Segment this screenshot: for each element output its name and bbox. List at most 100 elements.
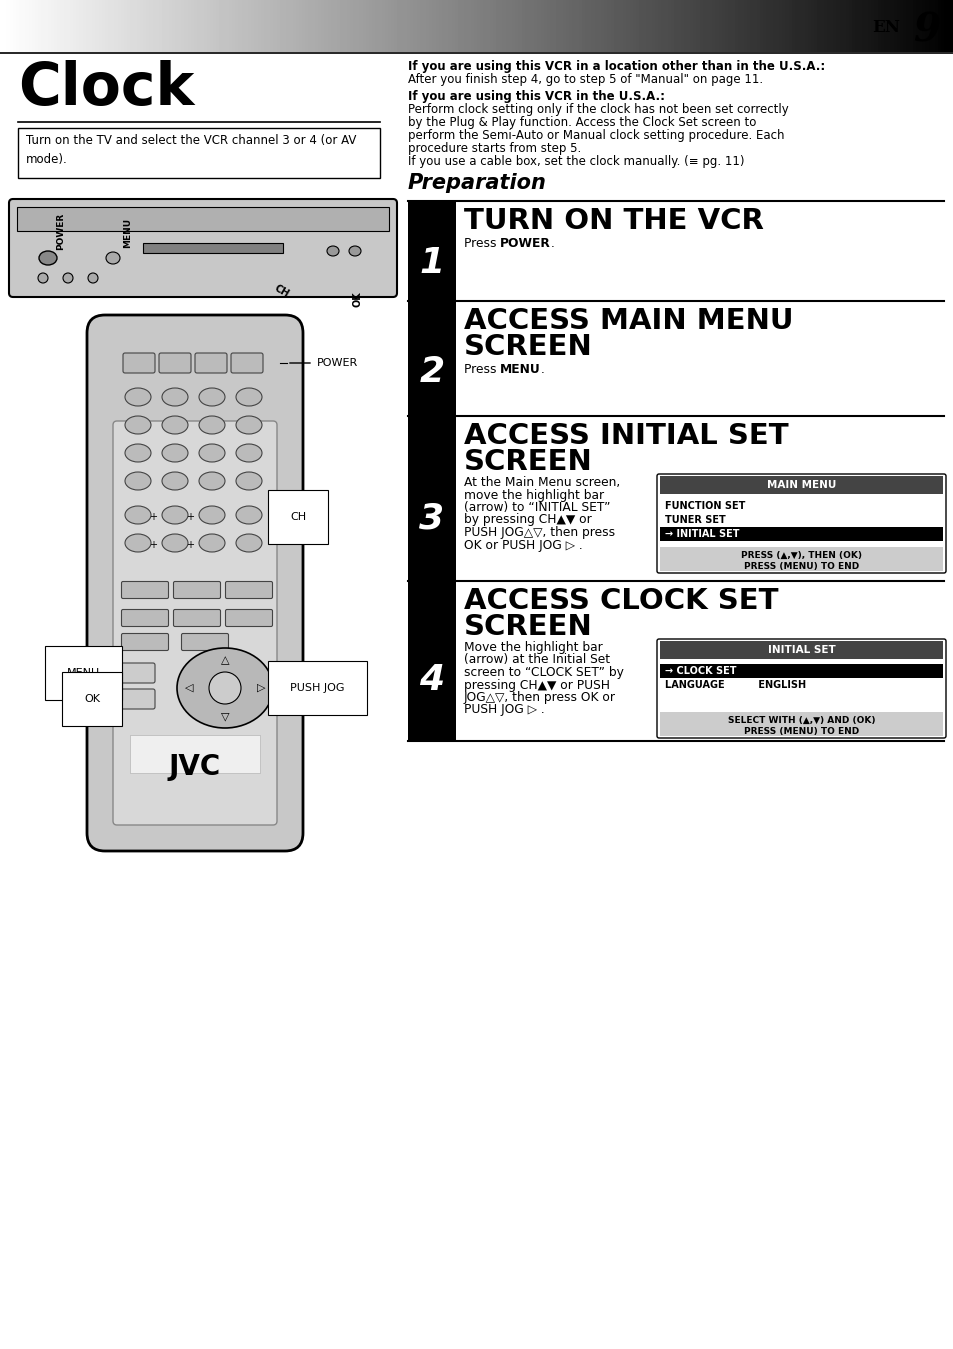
Bar [408, 301, 456, 415]
Text: SCREEN: SCREEN [463, 612, 592, 641]
Text: PUSH JOG: PUSH JOG [290, 683, 344, 693]
FancyBboxPatch shape [657, 639, 945, 738]
Ellipse shape [162, 506, 188, 523]
FancyBboxPatch shape [159, 353, 191, 374]
Text: If you are using this VCR in a location other than in the U.S.A.:: If you are using this VCR in a location … [408, 59, 824, 73]
Text: MAIN MENU: MAIN MENU [766, 480, 836, 490]
Text: (arrow) to “INITIAL SET”: (arrow) to “INITIAL SET” [463, 500, 610, 514]
Ellipse shape [235, 444, 262, 461]
Text: ◁: ◁ [185, 683, 193, 693]
Text: 3: 3 [419, 502, 444, 536]
Ellipse shape [125, 415, 151, 434]
FancyBboxPatch shape [123, 353, 154, 374]
Bar [659, 712, 942, 737]
Ellipse shape [199, 415, 225, 434]
Text: ACCESS MAIN MENU: ACCESS MAIN MENU [463, 308, 793, 335]
Text: TURN ON THE VCR: TURN ON THE VCR [463, 206, 763, 235]
Ellipse shape [235, 506, 262, 523]
Ellipse shape [199, 444, 225, 461]
Ellipse shape [162, 534, 188, 552]
Ellipse shape [125, 506, 151, 523]
Text: MENU: MENU [67, 668, 100, 679]
Text: Press: Press [463, 237, 500, 250]
FancyBboxPatch shape [121, 610, 169, 626]
Text: POWER: POWER [316, 357, 358, 368]
Text: +: + [149, 540, 157, 550]
Text: PRESS (▲,▼), THEN (OK): PRESS (▲,▼), THEN (OK) [740, 550, 862, 560]
Text: move the highlight bar: move the highlight bar [463, 488, 603, 502]
Ellipse shape [125, 534, 151, 552]
Circle shape [38, 272, 48, 283]
Bar [659, 476, 942, 494]
Text: SCREEN: SCREEN [463, 333, 592, 362]
Text: pressing CH▲▼ or PUSH: pressing CH▲▼ or PUSH [463, 679, 609, 692]
Bar [18, 128, 379, 178]
FancyBboxPatch shape [225, 610, 273, 626]
Text: FUNCTION SET: FUNCTION SET [664, 500, 744, 511]
FancyBboxPatch shape [121, 662, 154, 683]
Text: EN: EN [871, 19, 899, 36]
FancyBboxPatch shape [121, 581, 169, 599]
Ellipse shape [235, 534, 262, 552]
FancyBboxPatch shape [173, 610, 220, 626]
Text: 1: 1 [419, 246, 444, 281]
Ellipse shape [162, 389, 188, 406]
Text: ▷: ▷ [256, 683, 265, 693]
Ellipse shape [235, 472, 262, 490]
Text: perform the Semi-Auto or Manual clock setting procedure. Each: perform the Semi-Auto or Manual clock se… [408, 130, 783, 142]
Bar [659, 641, 942, 660]
Text: At the Main Menu screen,: At the Main Menu screen, [463, 476, 619, 488]
Text: (arrow) at the Initial Set: (arrow) at the Initial Set [463, 653, 610, 666]
Circle shape [63, 272, 73, 283]
Ellipse shape [327, 246, 338, 256]
Text: POWER: POWER [56, 213, 66, 251]
Bar [408, 201, 456, 301]
Text: CH: CH [290, 513, 306, 522]
FancyBboxPatch shape [194, 353, 227, 374]
Text: △: △ [220, 656, 229, 665]
Bar [408, 415, 456, 581]
Text: LANGUAGE          ENGLISH: LANGUAGE ENGLISH [664, 680, 805, 689]
Text: 2: 2 [419, 355, 444, 390]
Text: TUNER SET: TUNER SET [664, 515, 725, 525]
Ellipse shape [177, 648, 273, 728]
Ellipse shape [235, 389, 262, 406]
Text: OK: OK [353, 291, 363, 306]
Bar [143, 243, 283, 254]
Text: Press: Press [463, 363, 500, 376]
Text: Clock: Clock [18, 59, 194, 117]
Text: by pressing CH▲▼ or: by pressing CH▲▼ or [463, 514, 591, 526]
Text: ACCESS INITIAL SET: ACCESS INITIAL SET [463, 422, 788, 451]
FancyBboxPatch shape [121, 689, 154, 710]
Ellipse shape [125, 444, 151, 461]
Text: +: + [186, 540, 193, 550]
Text: 9: 9 [912, 11, 939, 49]
Bar [130, 735, 260, 773]
Bar [659, 546, 942, 571]
Text: Perform clock setting only if the clock has not been set correctly: Perform clock setting only if the clock … [408, 103, 788, 116]
Text: PUSH JOG ▷ .: PUSH JOG ▷ . [463, 703, 544, 716]
Text: PRESS (MENU) TO END: PRESS (MENU) TO END [743, 563, 859, 571]
Bar [408, 581, 456, 741]
Text: Turn on the TV and select the VCR channel 3 or 4 (or AV
mode).: Turn on the TV and select the VCR channe… [26, 134, 356, 166]
Ellipse shape [199, 472, 225, 490]
FancyBboxPatch shape [87, 316, 303, 851]
FancyBboxPatch shape [225, 581, 273, 599]
Text: .: . [540, 363, 544, 376]
Ellipse shape [162, 415, 188, 434]
Ellipse shape [162, 444, 188, 461]
FancyBboxPatch shape [112, 421, 276, 826]
Text: JOG△▽, then press OK or: JOG△▽, then press OK or [463, 691, 616, 704]
Bar [659, 664, 942, 679]
Text: by the Plug & Play function. Access the Clock Set screen to: by the Plug & Play function. Access the … [408, 116, 756, 130]
Text: If you are using this VCR in the U.S.A.:: If you are using this VCR in the U.S.A.: [408, 90, 664, 103]
Text: +: + [149, 513, 157, 522]
Text: → INITIAL SET: → INITIAL SET [664, 529, 739, 540]
Text: ACCESS CLOCK SET: ACCESS CLOCK SET [463, 587, 778, 615]
Text: +: + [186, 513, 193, 522]
FancyBboxPatch shape [657, 473, 945, 573]
Text: POWER: POWER [500, 237, 551, 250]
Ellipse shape [162, 472, 188, 490]
FancyBboxPatch shape [121, 634, 169, 650]
Text: PUSH JOG△▽, then press: PUSH JOG△▽, then press [463, 526, 615, 540]
